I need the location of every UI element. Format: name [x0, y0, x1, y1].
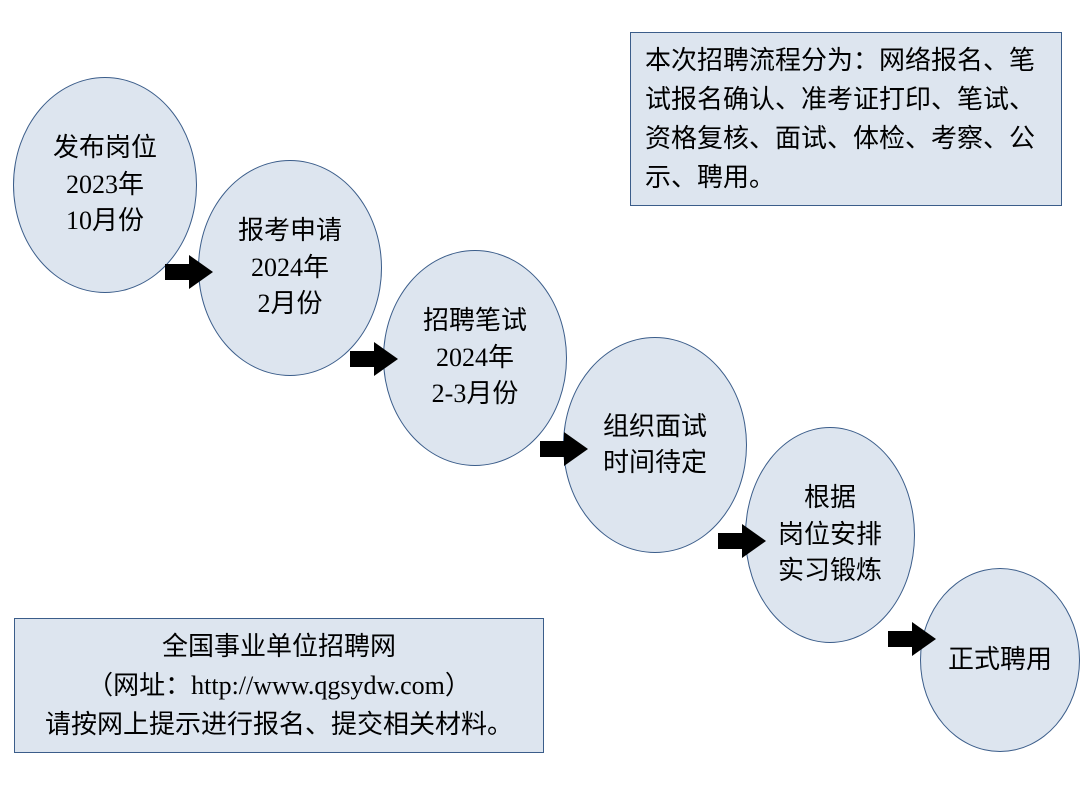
flow-node-n6: 正式聘用 — [920, 568, 1080, 752]
node-text-line: 2月份 — [257, 286, 322, 322]
info-box-website: 全国事业单位招聘网（网址：http://www.qgsydw.com）请按网上提… — [14, 618, 544, 753]
flow-arrow-a3 — [540, 432, 588, 466]
info-box-process-summary: 本次招聘流程分为：网络报名、笔试报名确认、准考证打印、笔试、资格复核、面试、体检… — [630, 32, 1062, 206]
info-box-line: 请按网上提示进行报名、提交相关材料。 — [29, 705, 529, 744]
info-box-line: 全国事业单位招聘网 — [29, 627, 529, 666]
info-box-text: 本次招聘流程分为：网络报名、笔试报名确认、准考证打印、笔试、资格复核、面试、体检… — [645, 46, 1035, 192]
flow-arrow-a4 — [718, 524, 766, 558]
node-text-line: 10月份 — [66, 203, 144, 239]
node-text-line: 发布岗位 — [53, 130, 157, 166]
node-text-line: 2-3月份 — [432, 376, 519, 412]
flow-node-n5: 根据岗位安排实习锻炼 — [745, 427, 915, 643]
node-text-line: 组织面试 — [603, 409, 707, 445]
node-text-line: 报考申请 — [238, 213, 342, 249]
node-text-line: 岗位安排 — [778, 517, 882, 553]
node-text-line: 正式聘用 — [948, 642, 1052, 678]
node-text-line: 时间待定 — [603, 445, 707, 481]
flow-arrow-a1 — [165, 255, 213, 289]
info-box-line: （网址：http://www.qgsydw.com） — [29, 666, 529, 705]
node-text-line: 2023年 — [66, 167, 144, 203]
node-text-line: 根据 — [804, 480, 856, 516]
node-text-line: 2024年 — [436, 340, 514, 376]
node-text-line: 2024年 — [251, 250, 329, 286]
flow-node-n4: 组织面试时间待定 — [563, 337, 747, 553]
flow-arrow-a2 — [350, 342, 398, 376]
flow-arrow-a5 — [888, 622, 936, 656]
node-text-line: 招聘笔试 — [423, 303, 527, 339]
node-text-line: 实习锻炼 — [778, 553, 882, 589]
